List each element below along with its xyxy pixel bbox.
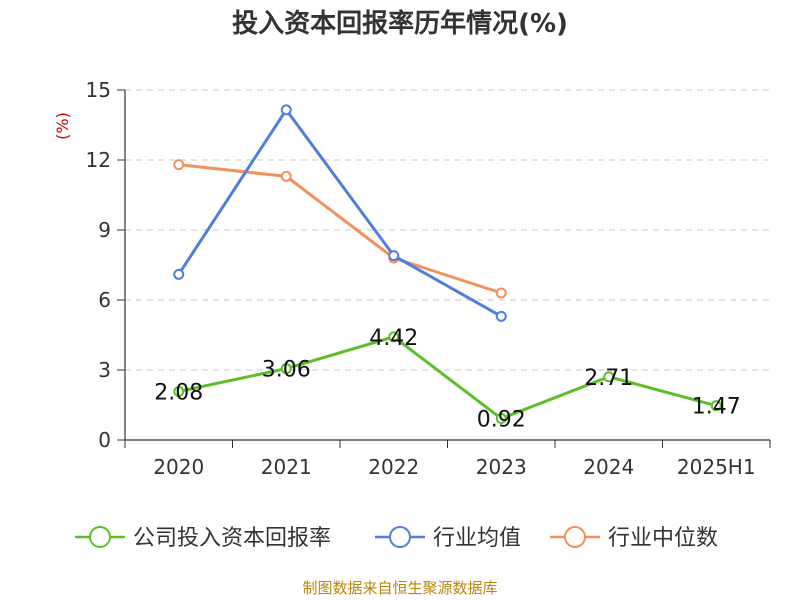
data-point <box>495 413 507 425</box>
legend-marker <box>89 526 111 548</box>
chart-title: 投入资本回报率历年情况(%) <box>232 8 568 39</box>
data-point <box>280 104 292 116</box>
series-0 <box>173 331 722 425</box>
legend-label: 公司投入资本回报率 <box>133 526 331 551</box>
data-label: 2.08 <box>154 380 203 405</box>
data-point <box>280 170 292 182</box>
y-axis-unit: (%) <box>53 112 72 140</box>
legend-label: 行业中位数 <box>608 526 718 551</box>
axes: 0 3 6 9 12 15 2020 2021 2022 2023 2024 2025H1 <box>86 78 771 479</box>
data-label: 4.42 <box>369 326 418 351</box>
x-tick-label: 2025H1 <box>677 455 756 479</box>
data-point <box>710 400 722 412</box>
x-tick-label: 2022 <box>368 455 419 479</box>
y-tick-label: 3 <box>98 358 111 382</box>
legend-marker <box>564 526 586 548</box>
data-label: 0.92 <box>477 408 526 433</box>
data-point <box>173 268 185 280</box>
legend-item: 行业中位数 <box>550 526 718 551</box>
series-1 <box>173 104 507 322</box>
x-tick-label: 2021 <box>261 455 312 479</box>
legend-marker <box>389 526 411 548</box>
grid <box>125 89 770 371</box>
data-point <box>173 159 185 171</box>
data-point <box>388 331 400 343</box>
y-tick-label: 12 <box>86 148 111 172</box>
data-labels: 2.08 3.06 4.42 0.92 2.71 1.47 <box>154 326 740 433</box>
legend-label: 行业均值 <box>433 526 521 551</box>
legend-item: 公司投入资本回报率 <box>75 526 331 551</box>
data-point <box>173 385 185 397</box>
legend: 公司投入资本回报率 行业均值 行业中位数 <box>75 526 718 551</box>
series-line <box>177 108 502 318</box>
data-label: 2.71 <box>584 366 633 391</box>
data-label: 3.06 <box>262 358 311 383</box>
x-tick-label: 2023 <box>476 455 527 479</box>
x-tick-label: 2024 <box>583 455 634 479</box>
series-line <box>178 335 717 421</box>
data-label: 1.47 <box>692 395 741 420</box>
series-group <box>173 104 722 425</box>
series-line <box>178 163 502 295</box>
source-note: 制图数据来自恒生聚源数据库 <box>302 579 497 597</box>
y-tick-label: 6 <box>98 288 111 312</box>
legend-item: 行业均值 <box>375 526 521 551</box>
data-point <box>388 250 400 262</box>
y-tick-label: 9 <box>98 218 111 242</box>
y-tick-label: 15 <box>86 78 111 102</box>
x-tick-label: 2020 <box>153 455 204 479</box>
data-point <box>280 363 292 375</box>
data-point <box>495 310 507 322</box>
y-tick-label: 0 <box>98 428 111 452</box>
data-point <box>603 371 615 383</box>
data-point <box>495 287 507 299</box>
